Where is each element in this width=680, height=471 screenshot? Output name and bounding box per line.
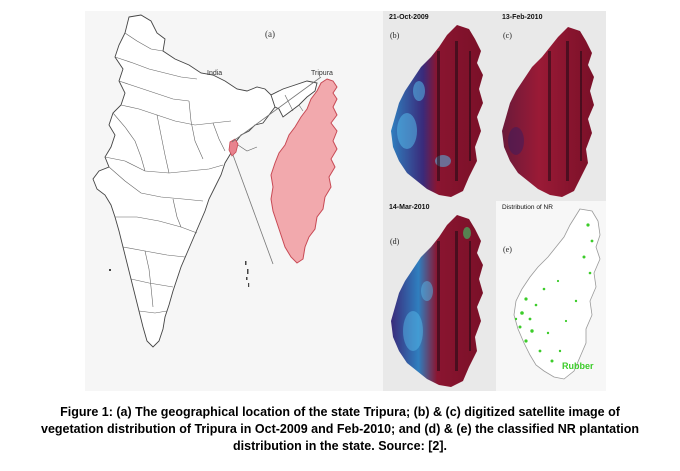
caption-line-2: vegetation distribution of Tripura in Oc… [41, 422, 639, 436]
india-outline [92, 14, 286, 348]
satellite-image-b [391, 25, 483, 197]
tripura-label: Tripura [311, 70, 333, 77]
satellite-image-d [391, 215, 483, 387]
panel-a-location-map: (a) India Tripura [85, 11, 383, 391]
india-tripura-map [92, 14, 338, 348]
panel-d-satellite-mar-2010: 14-Mar-2010 (d) [383, 201, 496, 391]
tripura-location-marker [228, 138, 239, 157]
panel-b-satellite-oct-2009: 21-Oct-2009 (b) [383, 11, 496, 201]
caption-line-3: distribution in the state. Source: [2]. [233, 439, 447, 453]
panel-d-date: 14-Mar-2010 [389, 204, 430, 211]
panel-c-date: 13-Feb-2010 [502, 14, 543, 21]
panel-b-label: (b) [390, 31, 400, 40]
panel-b-date: 21-Oct-2009 [389, 14, 429, 21]
caption-line-1: Figure 1: (a) The geographical location … [60, 405, 620, 419]
satellite-image-c [502, 27, 594, 197]
panel-a-label: (a) [265, 29, 275, 39]
panel-d-label: (d) [390, 237, 400, 246]
figure-frame: (a) India Tripura [85, 11, 606, 391]
rubber-legend-label: Rubber [562, 361, 594, 371]
panel-e-nr-distribution: Distribution of NR (e) Rubber [496, 201, 606, 391]
panel-e-title: Distribution of NR [502, 204, 553, 211]
panel-e-label: (e) [503, 245, 512, 254]
panel-c-label: (c) [503, 31, 512, 40]
figure-caption: Figure 1: (a) The geographical location … [40, 404, 640, 455]
nr-distribution-map [513, 208, 601, 380]
panel-c-satellite-feb-2010: 13-Feb-2010 (c) [496, 11, 606, 201]
india-label: India [207, 70, 223, 77]
tripura-enlarged-shape [270, 78, 338, 264]
